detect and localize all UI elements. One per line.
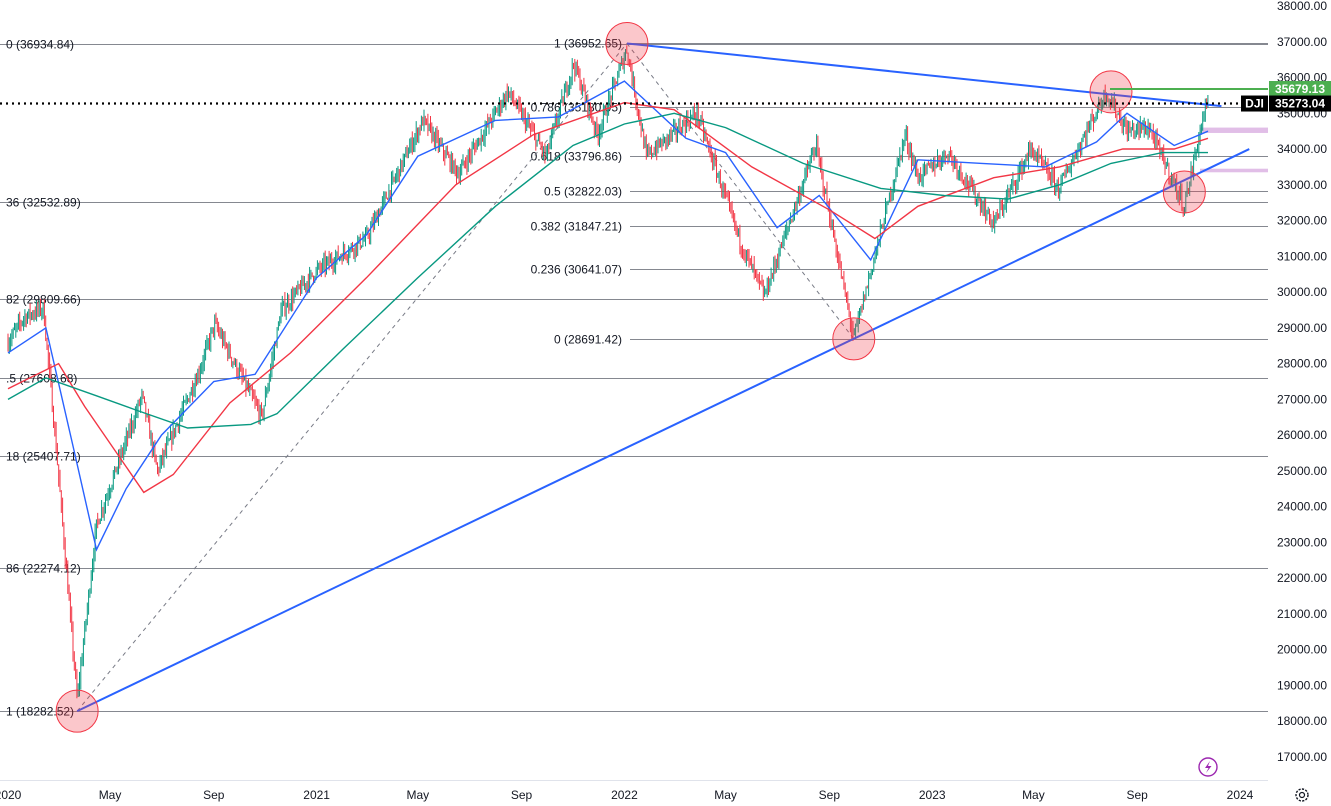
x-tick-label: May xyxy=(1022,788,1045,802)
y-tick-label: 23000.00 xyxy=(1277,535,1327,549)
trendline xyxy=(76,148,1250,713)
fib-dashed-path xyxy=(76,43,628,712)
fib-level-label: 36 (32532.89) xyxy=(6,196,81,210)
fib-level-label: 82 (29809.66) xyxy=(6,293,81,307)
fib-dashed-path xyxy=(626,43,855,340)
y-tick-label: 22000.00 xyxy=(1277,571,1327,585)
y-tick-label: 32000.00 xyxy=(1277,214,1327,228)
bolt-icon[interactable] xyxy=(1198,757,1218,777)
x-tick-label: Sep xyxy=(819,788,841,802)
x-tick-label: 2024 xyxy=(1227,788,1254,802)
y-tick-label: 37000.00 xyxy=(1277,35,1327,49)
fib-level-label: 0.5 (32822.03) xyxy=(544,185,622,199)
x-tick-label: May xyxy=(99,788,122,802)
highlight-circle xyxy=(832,317,876,361)
x-tick-label: 2020 xyxy=(0,788,22,802)
highlight-circle xyxy=(1162,170,1206,214)
y-tick-label: 27000.00 xyxy=(1277,392,1327,406)
fib-level-label: 0.382 (31847.21) xyxy=(531,220,622,234)
fib-level-label: 0 (28691.42) xyxy=(554,333,622,347)
x-tick-label: Sep xyxy=(511,788,533,802)
y-tick-label: 20000.00 xyxy=(1277,643,1327,657)
y-tick-label: 25000.00 xyxy=(1277,464,1327,478)
y-tick-label: 33000.00 xyxy=(1277,178,1327,192)
y-tick-label: 19000.00 xyxy=(1277,678,1327,692)
y-tick-label: 17000.00 xyxy=(1277,750,1327,764)
highlight-circle xyxy=(1089,70,1133,114)
gear-icon-hub xyxy=(1298,791,1306,799)
x-tick-label: Sep xyxy=(1126,788,1148,802)
y-tick-label: 34000.00 xyxy=(1277,142,1327,156)
fib-level-label: 1 (18282.52) xyxy=(6,705,74,719)
price-badge xyxy=(1269,80,1331,97)
x-tick-label: 2022 xyxy=(611,788,638,802)
x-tick-label: 2021 xyxy=(303,788,330,802)
moving-average-line xyxy=(7,112,1208,429)
x-tick-label: May xyxy=(714,788,737,802)
y-tick-label: 29000.00 xyxy=(1277,321,1327,335)
y-tick-label: 30000.00 xyxy=(1277,285,1327,299)
highlight-circle xyxy=(605,21,649,65)
moving-average-line xyxy=(7,80,1209,552)
y-tick-label: 28000.00 xyxy=(1277,357,1327,371)
x-tick-label: 2023 xyxy=(919,788,946,802)
y-tick-label: 31000.00 xyxy=(1277,249,1327,263)
symbol-tag-label: DJI xyxy=(1245,97,1264,111)
fib-level-label: 0.618 (33796.86) xyxy=(531,150,622,164)
price-badge-label: 35679.13 xyxy=(1275,82,1325,96)
fib-level-label: .5 (27608.68) xyxy=(6,372,77,386)
gear-icon[interactable] xyxy=(1295,788,1309,802)
fib-level-label: 0.236 (30641.07) xyxy=(531,263,622,277)
y-tick-label: 18000.00 xyxy=(1277,714,1327,728)
fib-level-label: 0 (36934.84) xyxy=(6,38,74,52)
fib-level-label: 86 (22274.12) xyxy=(6,562,81,576)
trendline xyxy=(626,42,1222,108)
highlight-circle xyxy=(55,689,99,733)
y-tick-label: 24000.00 xyxy=(1277,500,1327,514)
price-badge-label: 35273.04 xyxy=(1275,97,1325,111)
fib-level-label: 1 (36952.65) xyxy=(554,37,622,51)
x-tick-label: Sep xyxy=(203,788,225,802)
highlight-zone xyxy=(1200,168,1268,173)
x-tick-label: May xyxy=(406,788,429,802)
y-tick-label: 26000.00 xyxy=(1277,428,1327,442)
bolt-icon-glyph xyxy=(1205,761,1212,773)
y-tick-label: 21000.00 xyxy=(1277,607,1327,621)
gear-icon-teeth xyxy=(1295,788,1309,802)
fib-level-label: 18 (25407.71) xyxy=(6,450,81,464)
price-badge xyxy=(1269,95,1331,112)
symbol-tag xyxy=(1241,95,1268,112)
y-tick-label: 38000.00 xyxy=(1277,0,1327,13)
highlight-zone xyxy=(1200,127,1268,133)
